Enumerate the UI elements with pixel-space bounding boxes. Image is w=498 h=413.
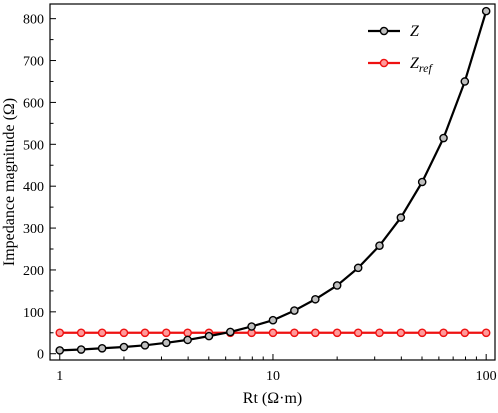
series-zref-point bbox=[140, 328, 150, 338]
y-tick-label: 300 bbox=[23, 222, 44, 237]
series-layer bbox=[55, 6, 491, 355]
y-tick-label: 0 bbox=[37, 348, 44, 363]
series-z-point bbox=[119, 342, 129, 352]
x-tick-label: 100 bbox=[476, 369, 497, 384]
series-z-point bbox=[460, 77, 470, 86]
series-z-point bbox=[375, 241, 384, 250]
series-z-point bbox=[396, 213, 406, 222]
series-z-point bbox=[332, 281, 342, 290]
series-z-point bbox=[353, 263, 363, 273]
series-zref-point bbox=[268, 328, 278, 338]
series-z-point bbox=[76, 345, 86, 354]
legend-zref-main: Z bbox=[410, 55, 420, 72]
legend-zref-sub: ref bbox=[419, 61, 434, 75]
series-zref-point bbox=[332, 328, 342, 338]
series-z-point bbox=[140, 341, 150, 350]
y-tick-label: 500 bbox=[23, 138, 44, 153]
series-zref-point bbox=[460, 328, 470, 338]
series-zref-point bbox=[439, 328, 448, 338]
series-zref-point bbox=[161, 328, 171, 338]
y-tick-label: 800 bbox=[23, 13, 44, 28]
series-z-point bbox=[439, 133, 448, 143]
plot-area bbox=[49, 3, 496, 361]
y-tick-label: 100 bbox=[23, 306, 44, 321]
series-zref-point bbox=[76, 328, 86, 338]
series-zref-point bbox=[353, 328, 363, 338]
series-z-point bbox=[161, 338, 171, 348]
legend: Z Zref bbox=[368, 23, 433, 75]
x-tick-label: 1 bbox=[56, 369, 63, 384]
series-z-point bbox=[247, 322, 256, 331]
series-zref-point bbox=[311, 328, 320, 338]
series-z-point bbox=[183, 335, 192, 345]
x-tick-label: 10 bbox=[266, 369, 280, 384]
y-tick-label: 400 bbox=[23, 180, 44, 195]
series-zref-point bbox=[97, 328, 107, 338]
y-tick-label: 200 bbox=[23, 264, 44, 279]
series-z-point bbox=[311, 294, 320, 304]
series-zref-point bbox=[481, 328, 491, 338]
series-zref-point bbox=[290, 328, 299, 338]
series-z-point bbox=[417, 177, 427, 187]
y-axis-label: Impedance magnitude (Ω) bbox=[1, 98, 18, 266]
series-zref-point bbox=[396, 328, 406, 338]
series-z-point bbox=[55, 346, 65, 355]
series-z-point bbox=[268, 315, 278, 325]
series-z-point bbox=[290, 306, 299, 315]
series-zref-point bbox=[183, 328, 192, 338]
y-tick-label: 700 bbox=[23, 55, 44, 70]
series-zref-point bbox=[417, 328, 427, 338]
legend-zref-label: Zref bbox=[410, 55, 433, 75]
plot-frame bbox=[49, 3, 496, 361]
series-z-point bbox=[226, 327, 235, 337]
legend-z-marker bbox=[379, 26, 389, 36]
legend-z-label: Z bbox=[410, 23, 420, 40]
series-z-point bbox=[97, 343, 107, 353]
legend-zref-marker bbox=[379, 58, 389, 68]
series-z-point bbox=[204, 331, 214, 341]
series-zref-point bbox=[55, 328, 65, 338]
y-tick-label: 600 bbox=[23, 96, 44, 111]
series-zref-point bbox=[375, 328, 384, 338]
series-zref-point bbox=[119, 328, 129, 338]
series-z-point bbox=[481, 6, 491, 16]
x-axis-label: Rt (Ω·m) bbox=[243, 390, 302, 407]
axes-layer: 1 10 100 0 100 200 300 400 500 600 700 800 bbox=[23, 13, 497, 384]
